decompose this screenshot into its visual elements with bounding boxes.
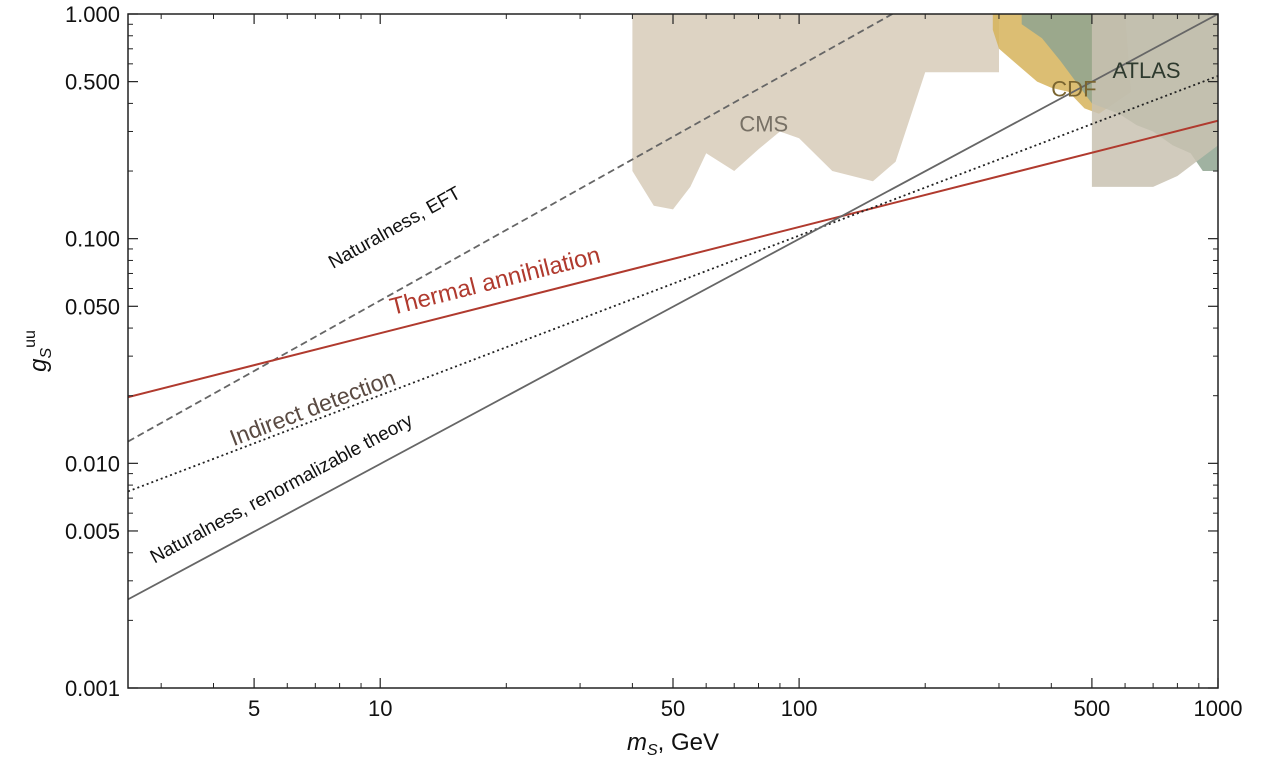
- y-axis-label-symbol: g: [25, 358, 52, 372]
- y-tick-label: 0.001: [65, 676, 120, 701]
- line-naturalness-renormalizable: [128, 14, 1218, 601]
- label-region-cdf: CDF: [1051, 76, 1096, 101]
- x-tick-label: 10: [368, 696, 392, 721]
- y-tick-label: 0.500: [65, 70, 120, 95]
- y-tick-label: 0.100: [65, 227, 120, 252]
- x-tick-label: 100: [781, 696, 818, 721]
- x-tick-label: 50: [661, 696, 685, 721]
- y-axis-label-subscript: S: [38, 348, 55, 359]
- region-cms: [632, 14, 999, 210]
- line-naturalness-eft: [128, 14, 893, 443]
- x-tick-label: 5: [248, 696, 260, 721]
- label-region-cms: CMS: [739, 111, 788, 136]
- label-naturalness-eft: Naturalness, EFT: [325, 183, 465, 274]
- label-thermal-annihilation: Thermal annihilation: [387, 242, 603, 321]
- y-axis-label-superscript: uu: [22, 330, 39, 348]
- x-axis-label: mS, GeV: [627, 729, 719, 759]
- x-tick-label: 500: [1074, 696, 1111, 721]
- label-region-atlas: ATLAS: [1113, 58, 1181, 83]
- curves: [128, 14, 1218, 601]
- line-thermal-annihilation: [128, 119, 1218, 399]
- y-tick-label: 0.010: [65, 451, 120, 476]
- x-axis-label-unit: , GeV: [658, 729, 719, 756]
- label-naturalness-renormalizable: Naturalness, renormalizable theory: [147, 410, 417, 568]
- x-tick-label: 1000: [1194, 696, 1243, 721]
- x-axis-label-subscript: S: [647, 742, 658, 759]
- y-tick-label: 0.050: [65, 294, 120, 319]
- axis-ticks: 5 10 50 100 500 1000 0.001 0.005 0.010 0.050 0.100…: [65, 2, 1243, 721]
- shaded-regions: [632, 14, 1218, 210]
- y-tick-label: 0.005: [65, 519, 120, 544]
- x-axis-label-symbol: m: [627, 729, 647, 756]
- y-axis-label: gSuu: [22, 330, 55, 372]
- y-tick-label: 1.000: [65, 2, 120, 27]
